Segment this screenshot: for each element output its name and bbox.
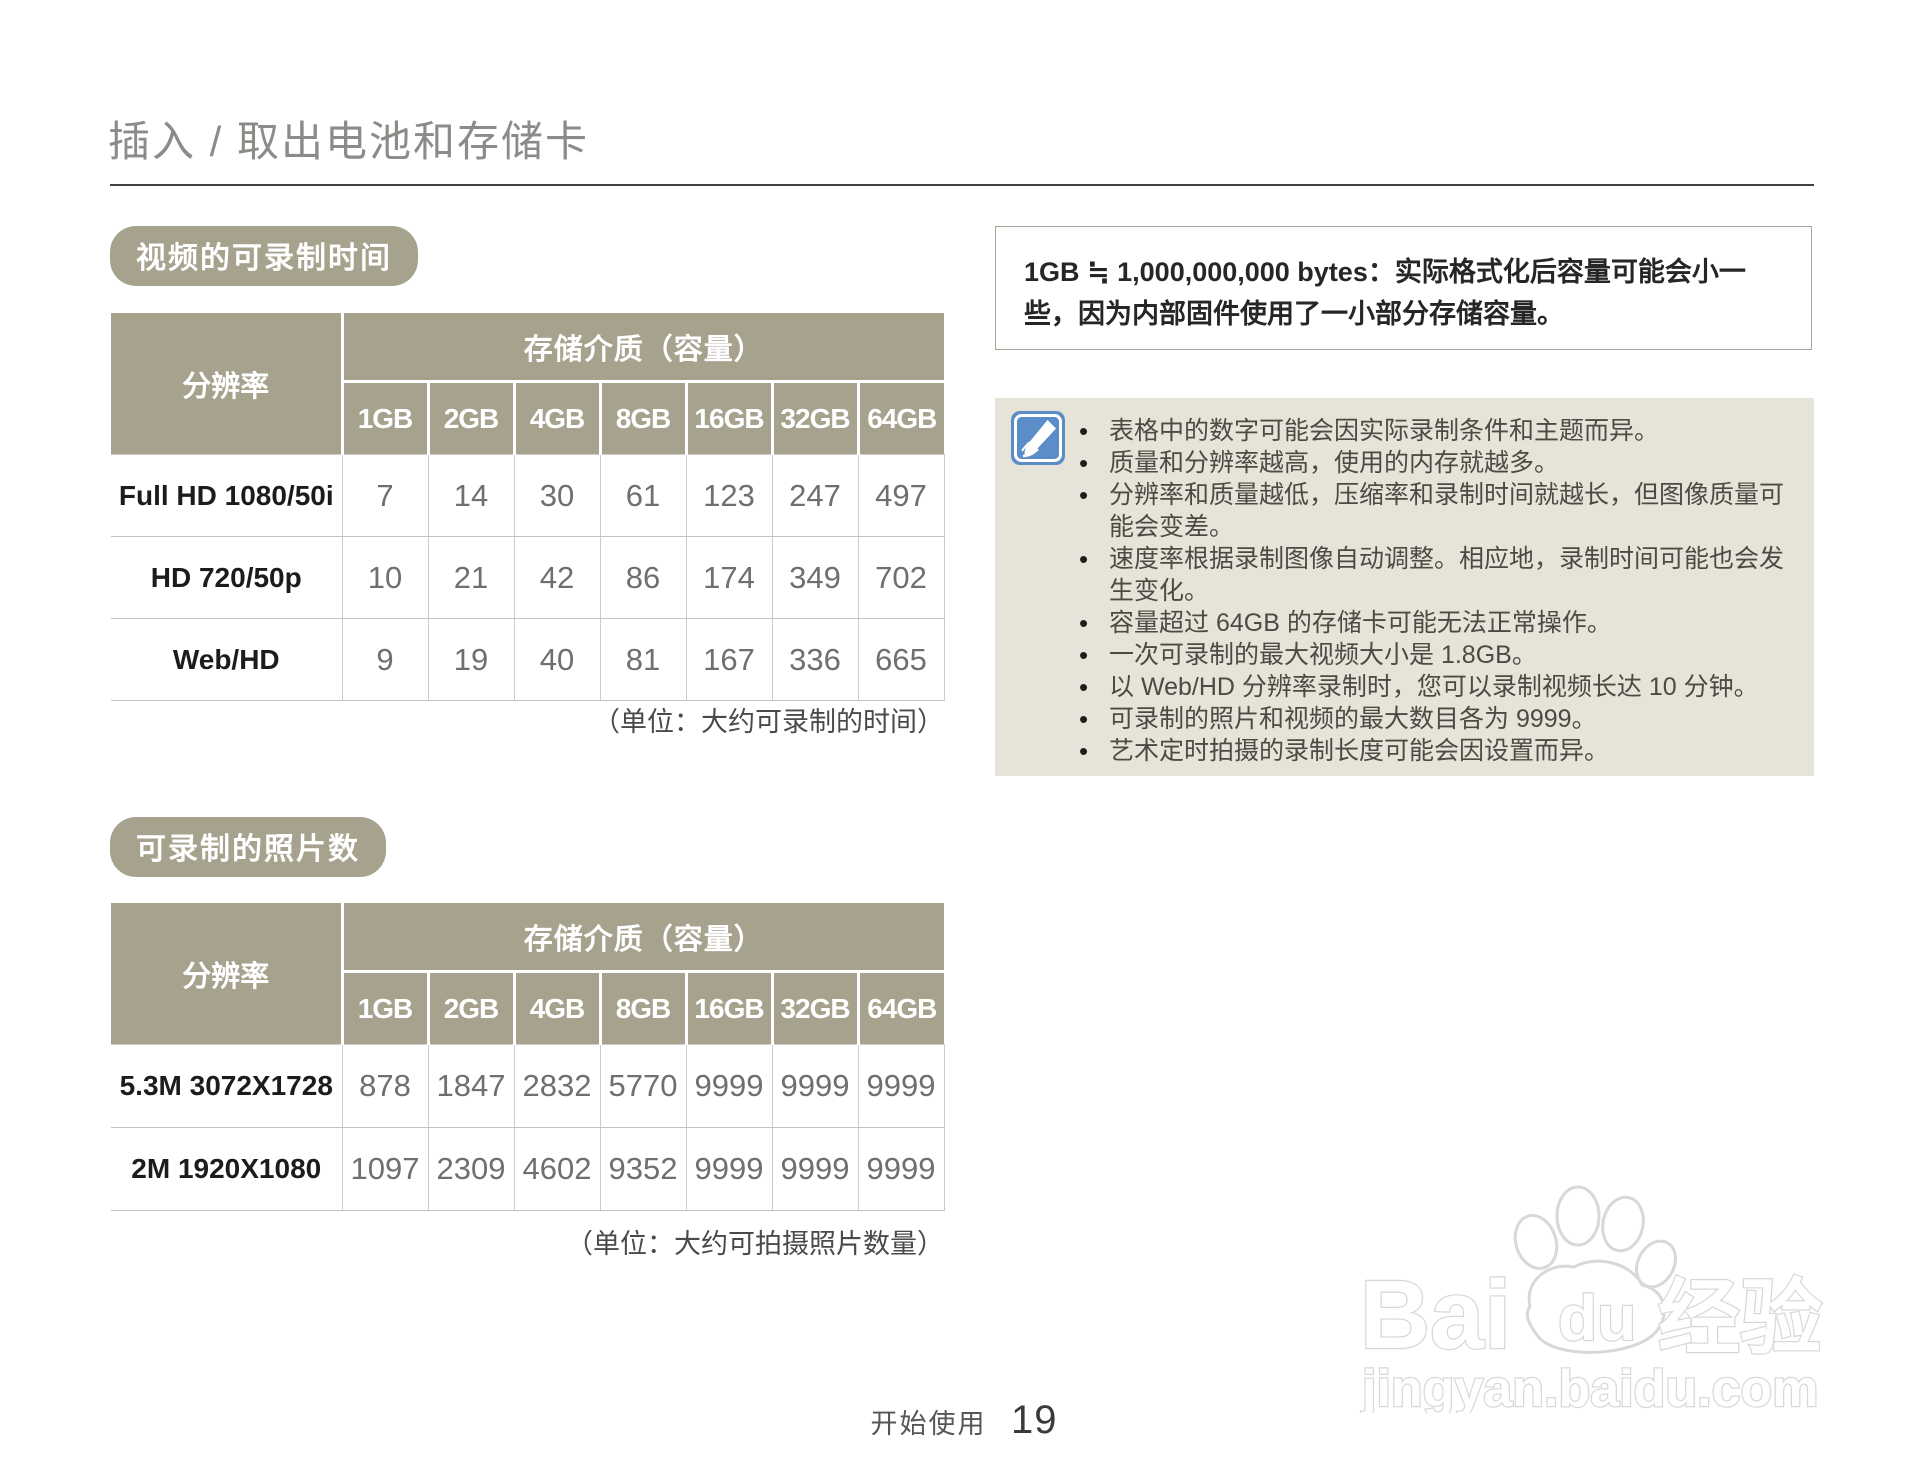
note-bullet: 一次可录制的最大视频大小是 1.8GB。	[1073, 639, 1794, 671]
footer-page-number: 19	[1010, 1398, 1058, 1442]
capacity-info-box: 1GB ≒ 1,000,000,000 bytes：实际格式化后容量可能会小一些…	[995, 226, 1812, 350]
page-title: 插入 / 取出电池和存储卡	[108, 118, 590, 165]
row-label-full-hd: Full HD 1080/50i	[111, 454, 343, 537]
table-cell: 9	[341, 618, 429, 701]
capacity-header: 32GB	[770, 381, 858, 455]
section-badge-photo-count: 可录制的照片数	[110, 817, 386, 877]
table-cell: 702	[857, 536, 945, 619]
capacity-header: 16GB	[684, 381, 772, 455]
section-badge-video-time: 视频的可录制时间	[110, 226, 418, 286]
table-cell: 1847	[427, 1044, 515, 1128]
table-cell: 14	[427, 454, 515, 537]
capacity-header: 2GB	[426, 381, 514, 455]
table-cell: 349	[771, 536, 859, 619]
table-cell: 497	[857, 454, 945, 537]
table-cell: 42	[513, 536, 601, 619]
photo-count-table: 分辨率 存储介质（容量） 1GB 2GB 4GB 8GB 16GB 32GB 6…	[111, 903, 945, 1211]
table-cell: 81	[599, 618, 687, 701]
note-box: 表格中的数字可能会因实际录制条件和主题而异。 质量和分辨率越高，使用的内存就越多…	[995, 398, 1814, 776]
table-cell: 9999	[857, 1127, 945, 1211]
baidu-paw-icon	[1513, 1185, 1677, 1354]
table-cell: 878	[341, 1044, 429, 1128]
capacity-header: 16GB	[684, 971, 772, 1045]
table-cell: 21	[427, 536, 515, 619]
table-cell: 10	[341, 536, 429, 619]
table-cell: 86	[599, 536, 687, 619]
row-label-2m: 2M 1920X1080	[111, 1127, 343, 1211]
note-bullet: 速度率根据录制图像自动调整。相应地，录制时间可能也会发生变化。	[1073, 543, 1794, 607]
watermark-cjk-text: 经验	[1658, 1273, 1822, 1364]
column-group-header-storage: 存储介质（容量）	[342, 313, 945, 383]
table-cell: 1097	[341, 1127, 429, 1211]
table-row: 2M 1920X1080 1097 2309 4602 9352 9999 99…	[111, 1127, 945, 1211]
table-cell: 167	[685, 618, 773, 701]
table-cell: 9999	[857, 1044, 945, 1128]
table-cell: 9999	[685, 1127, 773, 1211]
table-header-row: 分辨率 存储介质（容量）	[111, 903, 945, 1045]
table-cell: 9352	[599, 1127, 687, 1211]
note-bullet-list: 表格中的数字可能会因实际录制条件和主题而异。 质量和分辨率越高，使用的内存就越多…	[995, 398, 1814, 767]
watermark-bai-text: Bai	[1360, 1260, 1511, 1369]
table-cell: 123	[685, 454, 773, 537]
baidu-jingyan-watermark: Bai du 经验 jingyan.baidu.com	[1359, 1185, 1823, 1413]
table-cell: 665	[857, 618, 945, 701]
table-header-row: 分辨率 存储介质（容量）	[111, 313, 945, 455]
capacity-header: 1GB	[342, 971, 428, 1045]
footer-section-label: 开始使用	[870, 1409, 987, 1439]
pen-note-icon	[1011, 411, 1065, 465]
note-bullet: 容量超过 64GB 的存储卡可能无法正常操作。	[1073, 607, 1794, 639]
capacity-info-text: 1GB ≒ 1,000,000,000 bytes：实际格式化后容量可能会小一些…	[1024, 257, 1746, 329]
column-header-resolution: 分辨率	[111, 313, 344, 455]
watermark-du-text: du	[1558, 1282, 1636, 1354]
capacity-header: 4GB	[512, 381, 600, 455]
table-cell: 30	[513, 454, 601, 537]
table-cell: 174	[685, 536, 773, 619]
note-bullet: 可录制的照片和视频的最大数目各为 9999。	[1073, 703, 1794, 735]
video-table-unit-caption: （单位：大约可录制的时间）	[593, 707, 944, 737]
note-bullet: 分辨率和质量越低，压缩率和录制时间就越长，但图像质量可能会变差。	[1073, 479, 1794, 543]
capacity-header: 8GB	[598, 971, 686, 1045]
capacity-header: 2GB	[426, 971, 514, 1045]
table-cell: 5770	[599, 1044, 687, 1128]
capacity-header: 4GB	[512, 971, 600, 1045]
note-bullet: 质量和分辨率越高，使用的内存就越多。	[1073, 447, 1794, 479]
capacity-header: 32GB	[770, 971, 858, 1045]
column-group-header-storage: 存储介质（容量）	[342, 903, 945, 973]
capacity-header: 64GB	[856, 381, 945, 455]
table-cell: 19	[427, 618, 515, 701]
table-cell: 9999	[771, 1127, 859, 1211]
row-label-hd-720: HD 720/50p	[111, 536, 343, 619]
table-cell: 4602	[513, 1127, 601, 1211]
note-bullet: 以 Web/HD 分辨率录制时，您可以录制视频长达 10 分钟。	[1073, 671, 1794, 703]
table-row: Web/HD 9 19 40 81 167 336 665	[111, 618, 945, 701]
row-label-web-hd: Web/HD	[111, 618, 343, 701]
table-capacity-row: 1GB 2GB 4GB 8GB 16GB 32GB 64GB	[111, 971, 945, 1045]
photo-table-unit-caption: （单位：大约可拍摄照片数量）	[566, 1229, 944, 1259]
table-cell: 9999	[685, 1044, 773, 1128]
column-header-resolution: 分辨率	[111, 903, 344, 1045]
note-bullet: 表格中的数字可能会因实际录制条件和主题而异。	[1073, 415, 1794, 447]
table-cell: 336	[771, 618, 859, 701]
video-time-table: 分辨率 存储介质（容量） 1GB 2GB 4GB 8GB 16GB 32GB 6…	[111, 313, 945, 701]
table-cell: 2832	[513, 1044, 601, 1128]
table-row: HD 720/50p 10 21 42 86 174 349 702	[111, 536, 945, 619]
table-row: 5.3M 3072X1728 878 1847 2832 5770 9999 9…	[111, 1044, 945, 1128]
watermark-url-text: jingyan.baidu.com	[1361, 1360, 1819, 1413]
table-cell: 247	[771, 454, 859, 537]
table-cell: 40	[513, 618, 601, 701]
table-cell: 9999	[771, 1044, 859, 1128]
table-row: Full HD 1080/50i 7 14 30 61 123 247 497	[111, 454, 945, 537]
page-footer: 开始使用 19	[0, 1398, 1928, 1443]
capacity-header: 8GB	[598, 381, 686, 455]
capacity-header: 1GB	[342, 381, 428, 455]
row-label-5-3m: 5.3M 3072X1728	[111, 1044, 343, 1128]
table-capacity-row: 1GB 2GB 4GB 8GB 16GB 32GB 64GB	[111, 381, 945, 455]
table-cell: 7	[341, 454, 429, 537]
table-cell: 61	[599, 454, 687, 537]
table-cell: 2309	[427, 1127, 515, 1211]
note-bullet: 艺术定时拍摄的录制长度可能会因设置而异。	[1073, 735, 1794, 767]
capacity-header: 64GB	[856, 971, 945, 1045]
title-divider	[110, 184, 1814, 186]
